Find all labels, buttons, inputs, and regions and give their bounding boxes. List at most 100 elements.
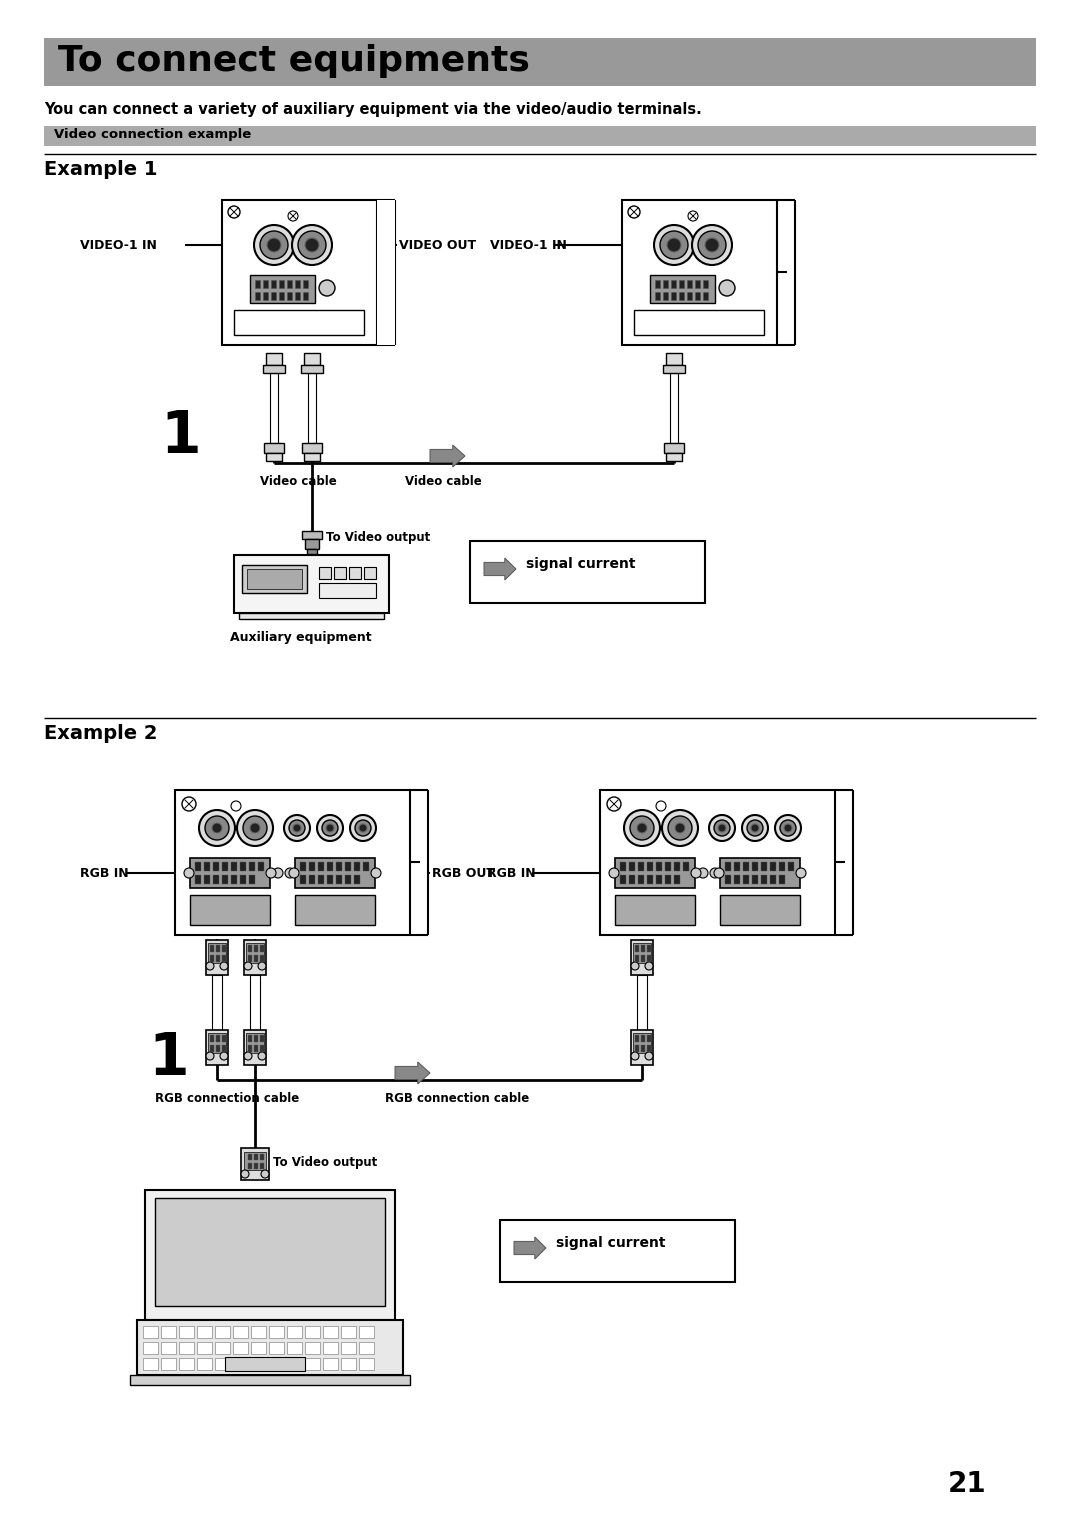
Bar bbox=[233, 1358, 248, 1371]
Bar bbox=[215, 1342, 230, 1354]
Circle shape bbox=[249, 824, 260, 833]
Bar bbox=[308, 373, 316, 443]
Circle shape bbox=[220, 1051, 228, 1060]
Bar bbox=[254, 944, 258, 952]
Bar bbox=[161, 1342, 176, 1354]
Circle shape bbox=[231, 801, 241, 811]
Bar bbox=[323, 1342, 338, 1354]
Bar bbox=[206, 1030, 228, 1065]
Bar bbox=[341, 1358, 356, 1371]
Bar bbox=[319, 567, 330, 579]
Bar bbox=[683, 862, 689, 871]
Bar bbox=[620, 862, 626, 871]
Text: To Video output: To Video output bbox=[326, 532, 430, 544]
Circle shape bbox=[747, 821, 762, 836]
Bar bbox=[647, 1045, 651, 1051]
Bar bbox=[470, 541, 705, 604]
Bar bbox=[222, 944, 226, 952]
Bar bbox=[130, 1375, 410, 1384]
Text: RGB connection cable: RGB connection cable bbox=[156, 1093, 299, 1105]
Bar bbox=[696, 292, 700, 299]
Bar bbox=[260, 1045, 264, 1051]
Bar bbox=[770, 862, 777, 871]
Bar bbox=[637, 975, 647, 1030]
Bar bbox=[647, 876, 653, 885]
Bar bbox=[195, 876, 201, 885]
Bar bbox=[634, 310, 764, 335]
Circle shape bbox=[285, 868, 295, 879]
Bar bbox=[303, 353, 320, 365]
Bar bbox=[635, 955, 639, 963]
Text: To Video output: To Video output bbox=[273, 1157, 377, 1169]
Circle shape bbox=[669, 816, 692, 840]
Circle shape bbox=[258, 963, 266, 970]
Circle shape bbox=[637, 824, 647, 833]
Bar bbox=[222, 1045, 226, 1051]
Bar bbox=[244, 940, 266, 975]
Bar bbox=[642, 1045, 645, 1051]
Bar bbox=[179, 1358, 194, 1371]
Bar bbox=[143, 1342, 158, 1354]
Bar bbox=[240, 862, 246, 871]
Bar bbox=[318, 876, 324, 885]
Bar bbox=[635, 1034, 639, 1042]
Bar bbox=[271, 292, 276, 299]
Circle shape bbox=[660, 231, 688, 260]
Bar bbox=[266, 452, 282, 461]
Bar bbox=[254, 1034, 258, 1042]
Circle shape bbox=[372, 868, 381, 879]
Bar bbox=[341, 1342, 356, 1354]
Bar bbox=[305, 1326, 320, 1339]
Bar bbox=[260, 1154, 264, 1160]
Bar bbox=[260, 1034, 264, 1042]
Bar bbox=[264, 365, 285, 373]
Bar bbox=[242, 565, 307, 593]
Bar bbox=[647, 1034, 651, 1042]
Bar bbox=[254, 1163, 258, 1169]
Text: RGB IN: RGB IN bbox=[487, 866, 536, 880]
Circle shape bbox=[609, 868, 619, 879]
Bar bbox=[246, 943, 264, 963]
Bar bbox=[770, 876, 777, 885]
Bar bbox=[240, 876, 246, 885]
Circle shape bbox=[645, 1051, 653, 1060]
Bar bbox=[255, 280, 260, 287]
Bar bbox=[156, 1198, 384, 1306]
Bar bbox=[197, 1358, 212, 1371]
Bar bbox=[249, 862, 255, 871]
Bar bbox=[300, 862, 306, 871]
Bar bbox=[255, 292, 260, 299]
Circle shape bbox=[243, 816, 267, 840]
Text: You can connect a variety of auxiliary equipment via the video/audio terminals.: You can connect a variety of auxiliary e… bbox=[44, 102, 702, 118]
Bar bbox=[213, 876, 219, 885]
Bar bbox=[175, 790, 410, 935]
Circle shape bbox=[784, 824, 792, 833]
Bar bbox=[674, 862, 680, 871]
Bar bbox=[323, 1326, 338, 1339]
Bar bbox=[254, 1045, 258, 1051]
Bar bbox=[244, 1152, 266, 1170]
Bar bbox=[44, 125, 1036, 147]
Text: RGB connection cable: RGB connection cable bbox=[384, 1093, 529, 1105]
Circle shape bbox=[322, 821, 338, 836]
Bar bbox=[143, 1326, 158, 1339]
Bar bbox=[279, 292, 284, 299]
Bar bbox=[305, 1342, 320, 1354]
Circle shape bbox=[199, 810, 235, 847]
Bar bbox=[629, 876, 635, 885]
Bar bbox=[247, 568, 302, 588]
Bar bbox=[642, 1034, 645, 1042]
Bar bbox=[687, 280, 692, 287]
Bar bbox=[179, 1342, 194, 1354]
Bar bbox=[302, 532, 322, 539]
Circle shape bbox=[698, 868, 708, 879]
Circle shape bbox=[205, 816, 229, 840]
Circle shape bbox=[705, 238, 719, 252]
Text: 1: 1 bbox=[148, 1030, 189, 1086]
Bar bbox=[295, 859, 375, 888]
Bar bbox=[179, 1326, 194, 1339]
Bar bbox=[363, 862, 369, 871]
Bar bbox=[300, 876, 306, 885]
Bar bbox=[190, 895, 270, 924]
Text: VIDEO OUT: VIDEO OUT bbox=[399, 238, 476, 252]
